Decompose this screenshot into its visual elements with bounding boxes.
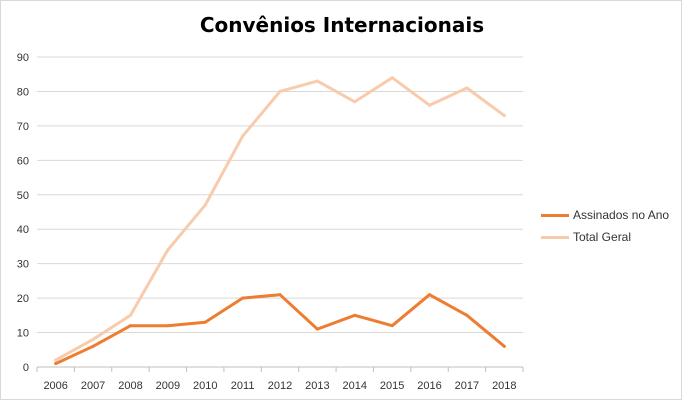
- data-point-assinados-no-ano-2015: [390, 324, 394, 328]
- chart-title: Convênios Internacionais: [199, 13, 485, 37]
- legend-item-assinados: Assinados no Ano: [541, 204, 669, 226]
- x-tick-label-2010: 2010: [193, 380, 217, 392]
- data-point-total-geral-2011: [241, 134, 245, 138]
- x-tick-label-2009: 2009: [156, 380, 180, 392]
- y-tick-label-30: 30: [17, 259, 29, 271]
- legend-item-total: Total Geral: [541, 226, 669, 248]
- data-point-assinados-no-ano-2016: [428, 293, 432, 297]
- data-point-total-geral-2014: [353, 100, 357, 104]
- x-tick-label-2006: 2006: [43, 380, 67, 392]
- data-point-total-geral-2006: [54, 358, 58, 362]
- y-tick-label-40: 40: [17, 224, 29, 236]
- data-point-total-geral-2016: [428, 103, 432, 107]
- legend: Assinados no Ano Total Geral: [541, 204, 669, 248]
- x-tick-label-2013: 2013: [305, 380, 329, 392]
- y-tick-label-80: 80: [17, 86, 29, 98]
- legend-swatch-assinados: [541, 213, 569, 217]
- data-point-assinados-no-ano-2006: [54, 362, 58, 366]
- x-tick-label-2011: 2011: [231, 380, 255, 392]
- x-tick-label-2012: 2012: [268, 380, 292, 392]
- x-tick-label-2018: 2018: [492, 380, 516, 392]
- series-line-assinados-no-ano: [54, 293, 506, 366]
- y-tick-label-60: 60: [17, 155, 29, 167]
- legend-label-assinados: Assinados no Ano: [573, 208, 670, 222]
- data-point-assinados-no-ano-2008: [128, 324, 132, 328]
- y-tick-label-50: 50: [17, 190, 29, 202]
- data-point-total-geral-2015: [390, 76, 394, 80]
- y-tick-label-70: 70: [17, 121, 29, 133]
- data-point-total-geral-2018: [502, 114, 506, 118]
- x-tick-label-2017: 2017: [455, 380, 479, 392]
- legend-swatch-total: [541, 235, 569, 239]
- x-tick-label-2008: 2008: [118, 380, 142, 392]
- data-point-total-geral-2012: [278, 89, 282, 93]
- data-point-assinados-no-ano-2014: [353, 313, 357, 317]
- data-point-total-geral-2010: [203, 203, 207, 207]
- x-tick-label-2016: 2016: [417, 380, 441, 392]
- data-point-assinados-no-ano-2007: [91, 344, 95, 348]
- series-line-total-geral: [54, 76, 506, 362]
- data-point-total-geral-2007: [91, 337, 95, 341]
- data-point-total-geral-2017: [465, 86, 469, 90]
- y-tick-label-90: 90: [17, 52, 29, 64]
- x-tick-label-2015: 2015: [380, 380, 404, 392]
- y-tick-label-0: 0: [23, 362, 29, 374]
- data-point-assinados-no-ano-2012: [278, 293, 282, 297]
- data-point-total-geral-2009: [166, 248, 170, 252]
- y-tick-label-20: 20: [17, 293, 29, 305]
- legend-label-total: Total Geral: [573, 230, 632, 244]
- data-point-assinados-no-ano-2009: [166, 324, 170, 328]
- x-tick-label-2007: 2007: [81, 380, 105, 392]
- x-tick-label-2014: 2014: [343, 380, 367, 392]
- data-point-total-geral-2013: [315, 79, 319, 83]
- data-point-assinados-no-ano-2011: [241, 296, 245, 300]
- data-point-assinados-no-ano-2010: [203, 320, 207, 324]
- data-point-total-geral-2008: [128, 313, 132, 317]
- y-tick-label-10: 10: [17, 328, 29, 340]
- data-point-assinados-no-ano-2017: [465, 313, 469, 317]
- data-point-assinados-no-ano-2018: [502, 344, 506, 348]
- data-point-assinados-no-ano-2013: [315, 327, 319, 331]
